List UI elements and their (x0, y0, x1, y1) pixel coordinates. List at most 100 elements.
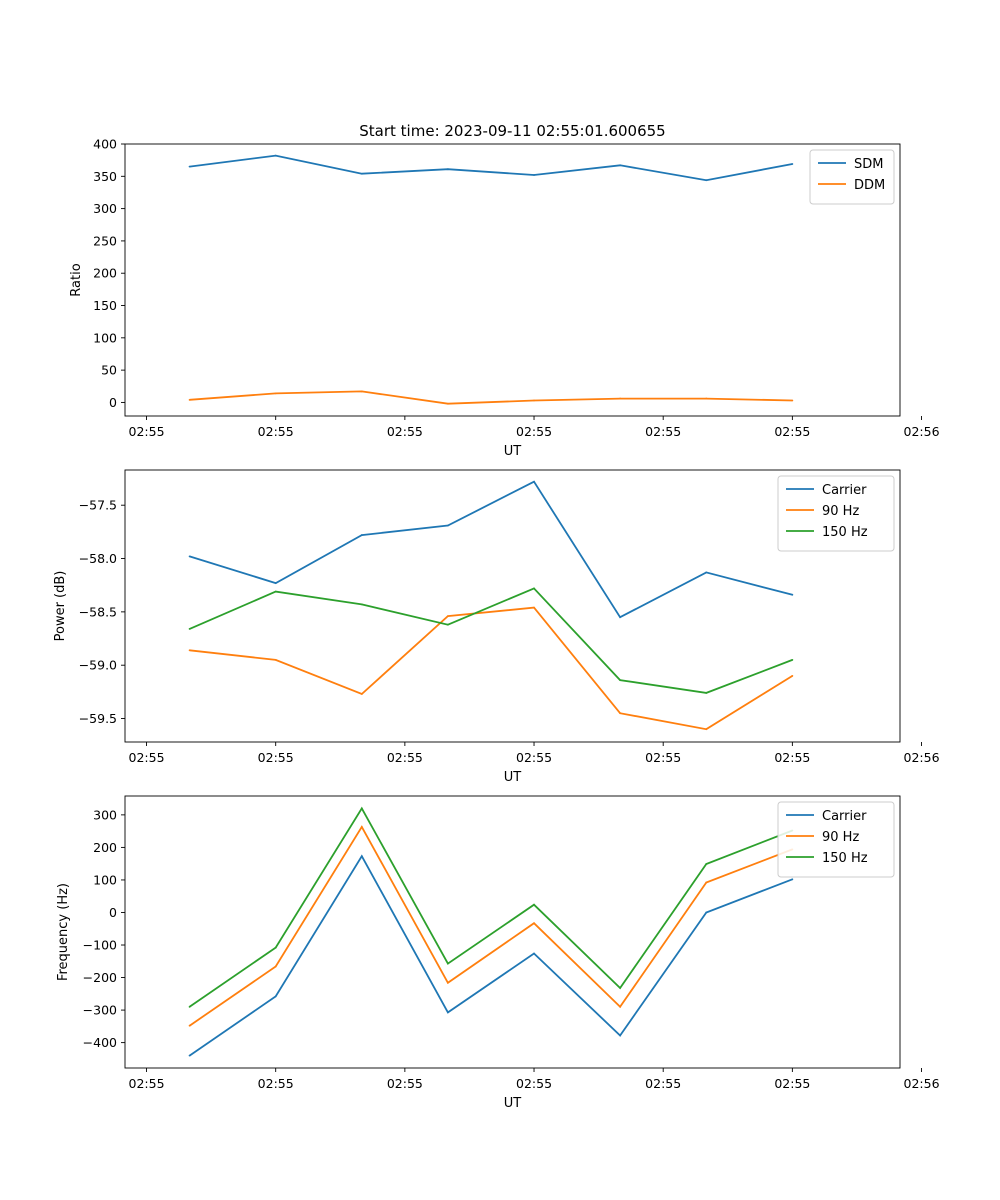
data-point (447, 1011, 449, 1014)
x-tick-label: 02:55 (258, 750, 294, 765)
x-tick-label: 02:55 (387, 1076, 423, 1091)
data-point (619, 1005, 622, 1008)
x-axis-label: UT (504, 444, 522, 459)
data-point (705, 863, 708, 865)
plot-frame (124, 469, 901, 743)
data-point (533, 587, 535, 590)
plot-frame (124, 143, 901, 417)
data-point (533, 480, 535, 483)
data-point (533, 903, 535, 906)
y-tick-label: −59.5 (79, 711, 117, 726)
x-axis-label: UT (504, 1096, 522, 1111)
data-point (791, 399, 794, 402)
data-point (705, 881, 708, 884)
data-point (533, 952, 535, 955)
y-tick-label: −300 (83, 1003, 117, 1018)
data-point (791, 163, 794, 165)
data-point (619, 987, 622, 989)
x-tick-label: 02:55 (516, 424, 552, 439)
figure-title: Start time: 2023-09-11 02:55:01.600655 (359, 122, 665, 140)
data-point (705, 911, 708, 914)
data-point (619, 616, 622, 619)
data-point (619, 164, 622, 167)
legend-label: 150 Hz (822, 851, 868, 866)
x-tick-label: 02:56 (904, 1076, 940, 1091)
series-line-sdm (189, 154, 793, 182)
series-line-90-hz (189, 606, 793, 731)
data-point (274, 946, 277, 949)
series-line-carrier (189, 854, 793, 1057)
data-point (360, 855, 363, 858)
series-line-carrier (189, 480, 793, 619)
legend-box (777, 475, 895, 552)
data-point (447, 615, 449, 618)
data-point (447, 524, 449, 527)
legend-label: 150 Hz (822, 525, 868, 540)
data-point (705, 397, 708, 400)
data-point (447, 402, 449, 405)
y-tick-label: 50 (101, 363, 117, 378)
data-point (274, 590, 277, 593)
x-tick-label: 02:55 (129, 1076, 165, 1091)
data-point (705, 692, 708, 694)
x-tick-label: 02:55 (645, 1076, 681, 1091)
data-point (619, 712, 622, 715)
y-tick-label: 0 (109, 905, 117, 920)
data-point (705, 571, 708, 574)
y-axis-label: Ratio (69, 263, 84, 296)
legend: Carrier 90 Hz 150 Hz (777, 801, 895, 878)
y-tick-label: 150 (93, 298, 117, 313)
data-point (533, 606, 535, 609)
data-point (533, 922, 535, 925)
legend-label: 90 Hz (822, 830, 859, 845)
data-point (188, 1054, 191, 1057)
series-line-150-hz (189, 587, 793, 694)
y-tick-label: −100 (83, 938, 117, 953)
legend: Carrier 90 Hz 150 Hz (777, 475, 895, 552)
x-tick-label: 02:55 (516, 750, 552, 765)
x-tick-label: 02:56 (904, 424, 940, 439)
legend-label: 90 Hz (822, 504, 859, 519)
data-point (619, 679, 622, 682)
data-point (619, 1034, 622, 1037)
data-point (188, 1005, 191, 1008)
legend-label: Carrier (822, 809, 867, 824)
data-point (791, 593, 794, 596)
x-tick-label: 02:55 (645, 424, 681, 439)
y-tick-label: 100 (93, 330, 117, 345)
data-point (188, 649, 191, 652)
x-tick-label: 02:56 (904, 750, 940, 765)
x-tick-label: 02:55 (258, 424, 294, 439)
x-tick-label: 02:55 (129, 424, 165, 439)
y-axis-label: Power (dB) (53, 571, 68, 642)
data-point (447, 623, 449, 626)
y-tick-label: 400 (93, 137, 117, 152)
data-point (447, 168, 449, 171)
data-point (274, 154, 277, 157)
y-tick-label: −57.5 (79, 498, 117, 513)
data-point (533, 399, 535, 402)
data-point (274, 658, 277, 661)
data-point (533, 174, 535, 176)
y-tick-label: 0 (109, 395, 117, 410)
x-tick-label: 02:55 (129, 750, 165, 765)
legend-label: Carrier (822, 483, 867, 498)
y-tick-label: −200 (83, 970, 117, 985)
x-axis-label: UT (504, 770, 522, 785)
data-point (360, 534, 363, 536)
data-point (360, 390, 363, 393)
data-point (360, 826, 363, 828)
legend-box (777, 801, 895, 878)
legend-label: SDM (854, 157, 883, 172)
legend-label: DDM (854, 178, 885, 193)
data-point (705, 728, 708, 731)
data-point (188, 165, 191, 168)
x-tick-label: 02:55 (774, 750, 810, 765)
chart-panel-1: 02:55 02:55 02:55 02:55 02:55 02:55 02:56 0 50 10… (69, 137, 940, 460)
y-tick-label: 200 (93, 266, 117, 281)
x-tick-label: 02:55 (516, 1076, 552, 1091)
x-tick-label: 02:55 (774, 1076, 810, 1091)
data-point (791, 674, 794, 677)
series-line-90-hz (189, 825, 793, 1027)
